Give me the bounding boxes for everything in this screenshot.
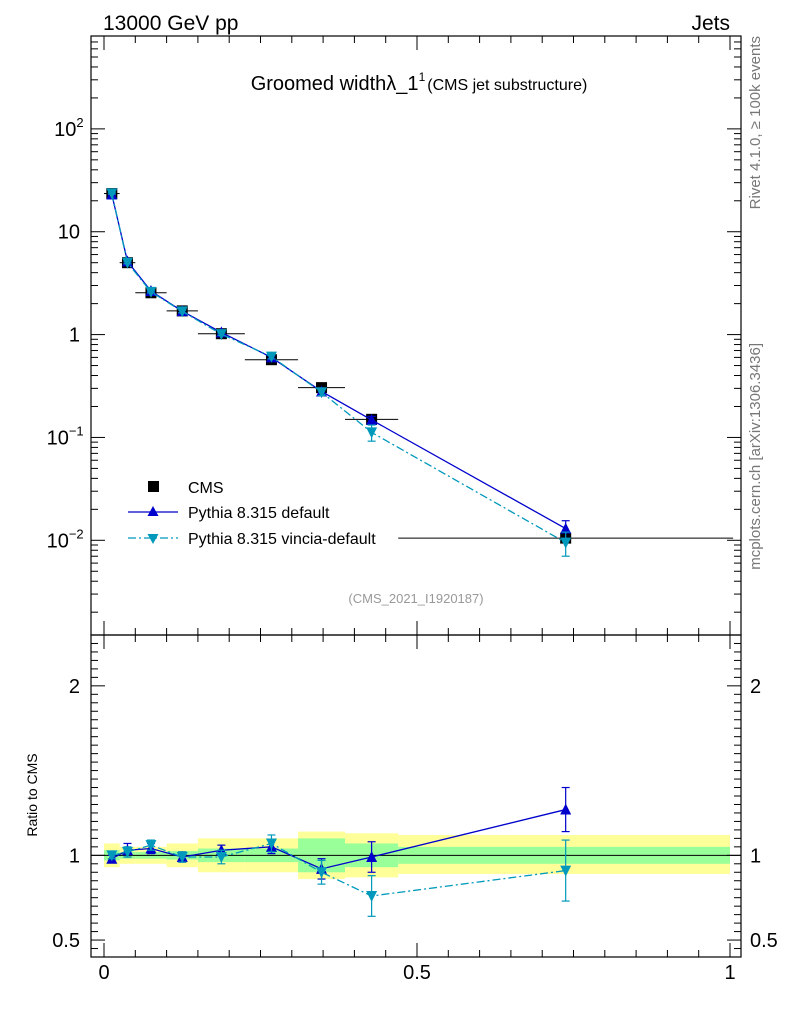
main-y-tick-label: 10−2: [47, 526, 84, 552]
main-y-tick-base: 10: [47, 427, 69, 449]
legend-cms-marker: [148, 481, 159, 492]
category-label: Jets: [691, 12, 730, 35]
main-default-line: [111, 194, 566, 530]
main-vincia-marker: [121, 257, 133, 269]
legend-vincia-label: Pythia 8.315 vincia-default: [188, 531, 376, 548]
main-y-tick-label: 1: [69, 325, 80, 347]
ratio-frame: [90, 634, 742, 958]
legend-vincia-marker: [147, 534, 159, 544]
side-source-label: mcplots.cern.ch [arXiv:1306.3436]: [747, 343, 764, 570]
ratio-y-tick-label-left: 0.5: [52, 930, 80, 952]
ratio-vincia-marker: [265, 838, 277, 850]
analysis-id: (CMS_2021_I1920187): [348, 591, 483, 606]
ratio-vincia-marker: [121, 846, 133, 858]
ratio-axis-ticks: 0.5 0.5 1 1 2 2 0 0.5 1: [52, 634, 778, 984]
ratio-vincia-marker: [366, 890, 378, 902]
ratio-y-tick-label-right: 0.5: [750, 930, 778, 952]
title-suffix: (CMS jet substructure): [427, 77, 587, 94]
ratio-bands-group: [91, 831, 741, 880]
main-vincia-marker: [265, 351, 277, 363]
ratio-vincia-marker: [560, 865, 572, 877]
main-vincia-marker: [106, 188, 118, 200]
main-y-tick-label: 10: [58, 222, 80, 244]
legend: CMS Pythia 8.315 default Pythia 8.315 vi…: [128, 480, 376, 548]
main-y-tick-base: 10: [47, 530, 69, 552]
ratio-y-label: Ratio to CMS: [24, 753, 40, 836]
main-vincia-marker: [560, 537, 572, 549]
main-vincia-line: [111, 193, 566, 544]
main-vincia-marker: [215, 329, 227, 341]
main-default-marker: [560, 522, 572, 534]
main-vincia-marker: [145, 286, 157, 298]
ratio-x-tick-label: 1: [724, 962, 735, 984]
legend-default-label: Pythia 8.315 default: [188, 505, 330, 522]
title-main: Groomed widthλ_1: [251, 73, 419, 95]
legend-cms-label: CMS: [188, 480, 224, 497]
main-vincia-marker: [316, 387, 328, 399]
energy-label: 13000 GeV pp: [103, 12, 238, 35]
main-series-group: [104, 188, 734, 557]
ratio-default-marker: [366, 851, 378, 863]
title-superscript: 1: [419, 70, 426, 84]
ratio-x-tick-label: 0.5: [403, 962, 431, 984]
main-y-tick-label: 10−1: [47, 423, 84, 449]
ratio-default-marker: [560, 803, 572, 815]
side-version-label: Rivet 4.1.0, ≥ 100k events: [747, 36, 764, 209]
main-y-tick-base: 10: [58, 222, 80, 244]
ratio-vincia-marker: [316, 867, 328, 879]
ratio-y-tick-label-left: 1: [69, 845, 80, 867]
ratio-x-tick-label: 0: [98, 962, 109, 984]
ratio-series-group: [106, 786, 572, 917]
ratio-vincia-marker: [215, 852, 227, 864]
main-y-tick-base: 1: [69, 325, 80, 347]
main-y-tick-exponent: −1: [69, 423, 84, 438]
ratio-y-tick-label-right: 1: [750, 845, 761, 867]
chart-title: Groomed widthλ_11 (CMS jet substructure): [251, 70, 588, 95]
ratio-vincia-marker: [176, 852, 188, 864]
main-y-tick-base: 10: [54, 119, 76, 141]
legend-default-marker: [147, 506, 159, 516]
ratio-vincia-marker: [145, 840, 157, 852]
main-default-marker: [366, 413, 378, 425]
main-y-tick-exponent: 2: [76, 115, 83, 130]
main-y-tick-label: 102: [54, 115, 83, 141]
ratio-y-tick-label-right: 2: [750, 676, 761, 698]
main-vincia-marker: [176, 306, 188, 318]
ratio-vincia-marker: [106, 850, 118, 862]
main-vincia-marker: [366, 427, 378, 439]
main-y-tick-exponent: −2: [69, 526, 84, 541]
ratio-y-tick-label-left: 2: [69, 676, 80, 698]
